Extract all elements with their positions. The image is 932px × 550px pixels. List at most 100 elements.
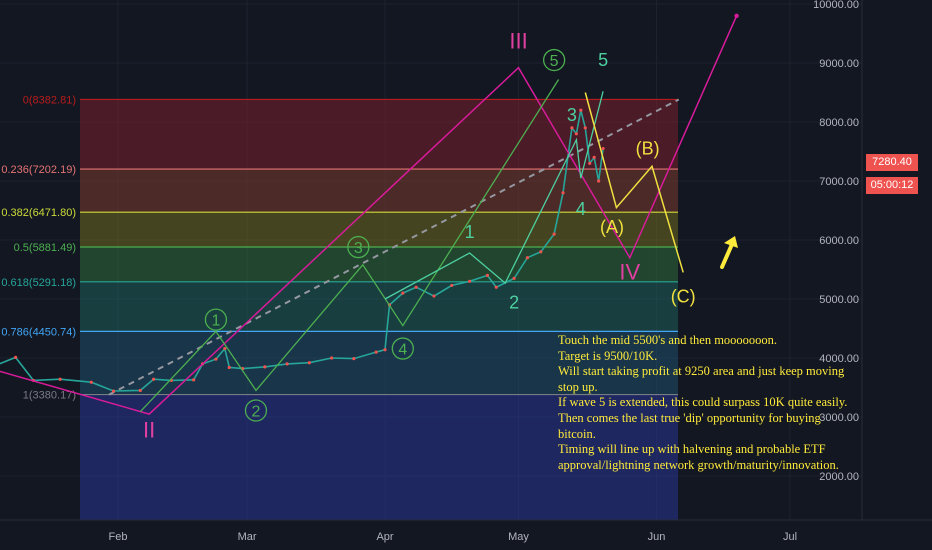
last-price-badge: 7280.40 — [866, 154, 918, 171]
circled-wave-marker — [244, 399, 268, 422]
last-price-value: 7280.40 — [872, 156, 912, 168]
price-tick-label: 10000.00 — [813, 0, 859, 11]
wave-label: 1 — [465, 222, 475, 242]
price-axis: 2000.00 3000.00 4000.00 5000.00 6000.00 7000.… — [813, 0, 932, 550]
price-point — [374, 350, 378, 354]
price-point — [414, 285, 418, 289]
price-point — [539, 250, 543, 254]
price-point — [494, 285, 498, 289]
price-point — [223, 346, 227, 351]
price-point — [525, 256, 530, 260]
fib-level-label: 0.5(5881.49) — [14, 242, 76, 254]
price-tick-label: 5000.00 — [819, 294, 859, 306]
price-point — [570, 126, 574, 130]
price-point — [227, 365, 231, 370]
note-line: Target is 9500/10K. — [558, 348, 658, 363]
price-tick-label: 9000.00 — [819, 58, 859, 70]
up-arrow-shaft — [720, 240, 735, 269]
price-point — [383, 348, 387, 352]
fib-level-label: 0.618(5291.18) — [1, 277, 76, 289]
time-tick-label: Jul — [783, 531, 797, 543]
wave-label: 2 — [509, 292, 519, 312]
time-tick-label: Feb — [109, 531, 128, 543]
price-point — [58, 377, 62, 381]
wave-label: (B) — [636, 138, 660, 158]
fib-band — [80, 331, 678, 395]
price-point — [467, 279, 472, 283]
price-point — [574, 132, 578, 136]
price-tick-label: 7000.00 — [819, 176, 859, 188]
price-tick-label: 3000.00 — [819, 412, 859, 424]
fib-level-label: 1(3380.17) — [23, 390, 76, 402]
price-point — [14, 355, 18, 360]
fib-band — [80, 246, 678, 282]
time-tick-label: May — [508, 531, 529, 543]
price-point — [583, 126, 587, 130]
fib-band — [80, 212, 678, 247]
wave-label: (C) — [671, 287, 696, 307]
price-point — [330, 356, 334, 360]
fib-band — [80, 169, 678, 213]
price-point — [601, 146, 605, 151]
up-arrow-icon — [720, 236, 738, 269]
price-tick-label: 4000.00 — [819, 353, 859, 365]
fib-retracement: 0(8382.81) 0.236(7202.19) 0.382(6471.80) 0.… — [1, 94, 678, 520]
price-point — [561, 191, 565, 195]
wave-label: IV — [619, 260, 640, 285]
circled-wave-label: 2 — [252, 404, 261, 421]
wave-label: (A) — [600, 217, 624, 237]
price-point — [579, 108, 583, 112]
wave-label: 3 — [567, 105, 577, 125]
circled-wave-marker — [204, 308, 228, 331]
fib-level-label: 0(8382.81) — [23, 94, 76, 106]
price-point — [552, 232, 556, 236]
wave-endpoint — [734, 13, 739, 18]
price-point — [401, 291, 405, 295]
price-line-group — [0, 108, 605, 393]
time-axis: Feb Mar Apr May Jun Jul — [0, 519, 932, 550]
price-point — [192, 378, 196, 382]
price-point — [285, 362, 289, 366]
circled-wave-label: 4 — [398, 342, 407, 359]
up-arrow-head — [724, 236, 738, 248]
price-tick-label: 2000.00 — [819, 471, 859, 483]
time-axis-bg — [0, 520, 932, 550]
fib-level-label: 0.786(4450.74) — [1, 326, 76, 338]
price-point — [307, 361, 311, 365]
price-point — [512, 276, 516, 280]
trend-line-dashed — [108, 98, 680, 396]
price-point — [152, 377, 156, 381]
price-point — [352, 356, 356, 361]
price-point — [214, 357, 218, 361]
price-axis-bg — [862, 0, 932, 550]
price-point — [138, 388, 142, 393]
circled-wave-label: 5 — [550, 53, 559, 70]
price-tick-label: 8000.00 — [819, 117, 859, 129]
circled-wave-marker — [391, 337, 414, 360]
wave-line-yellow — [584, 92, 684, 273]
price-point — [588, 161, 592, 165]
time-tick-label: Mar — [238, 531, 257, 543]
analysis-note: Touch the mid 5500's and then mooooooon.… — [558, 333, 858, 473]
fib-level-label: 0.236(7202.19) — [1, 164, 76, 176]
time-tick-label: Jun — [648, 531, 666, 543]
price-tick-label: 6000.00 — [819, 235, 859, 247]
wave-label: II — [143, 418, 155, 443]
trend-line — [108, 98, 680, 396]
elliott-wave-lines — [0, 13, 739, 415]
fib-level-label: 0.382(6471.80) — [1, 207, 76, 219]
price-point — [597, 179, 601, 183]
countdown-value: 05:00:12 — [870, 179, 914, 191]
price-point — [592, 155, 596, 159]
wave-label: 4 — [576, 199, 586, 219]
price-point — [89, 380, 93, 384]
price-point — [111, 389, 116, 393]
price-point — [485, 273, 489, 277]
circled-wave-label: 1 — [211, 313, 220, 330]
time-tick-label: Apr — [376, 531, 393, 543]
circled-wave-label: 3 — [354, 240, 363, 257]
price-point — [263, 365, 267, 369]
wave-line-green — [139, 79, 560, 413]
